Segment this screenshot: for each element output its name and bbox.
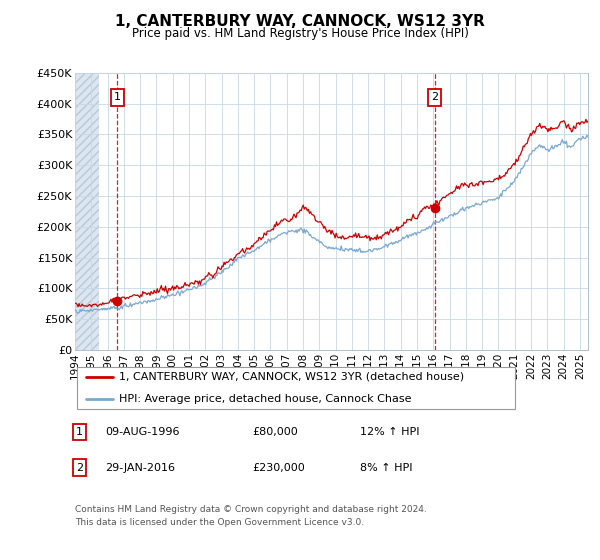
Text: 1: 1 [114,92,121,102]
Text: 1, CANTERBURY WAY, CANNOCK, WS12 3YR (detached house): 1, CANTERBURY WAY, CANNOCK, WS12 3YR (de… [119,372,464,382]
Text: HPI: Average price, detached house, Cannock Chase: HPI: Average price, detached house, Cann… [119,394,412,404]
Text: 8% ↑ HPI: 8% ↑ HPI [360,463,413,473]
Text: £230,000: £230,000 [252,463,305,473]
Text: 1: 1 [76,427,83,437]
Text: 1, CANTERBURY WAY, CANNOCK, WS12 3YR: 1, CANTERBURY WAY, CANNOCK, WS12 3YR [115,14,485,29]
Bar [75,73,100,350]
Text: 29-JAN-2016: 29-JAN-2016 [105,463,175,473]
Text: Price paid vs. HM Land Registry's House Price Index (HPI): Price paid vs. HM Land Registry's House … [131,27,469,40]
FancyBboxPatch shape [77,367,515,409]
Text: £80,000: £80,000 [252,427,298,437]
Text: 09-AUG-1996: 09-AUG-1996 [105,427,179,437]
Text: Contains HM Land Registry data © Crown copyright and database right 2024.
This d: Contains HM Land Registry data © Crown c… [75,505,427,526]
Text: 2: 2 [76,463,83,473]
Text: 2: 2 [431,92,438,102]
Text: 12% ↑ HPI: 12% ↑ HPI [360,427,419,437]
